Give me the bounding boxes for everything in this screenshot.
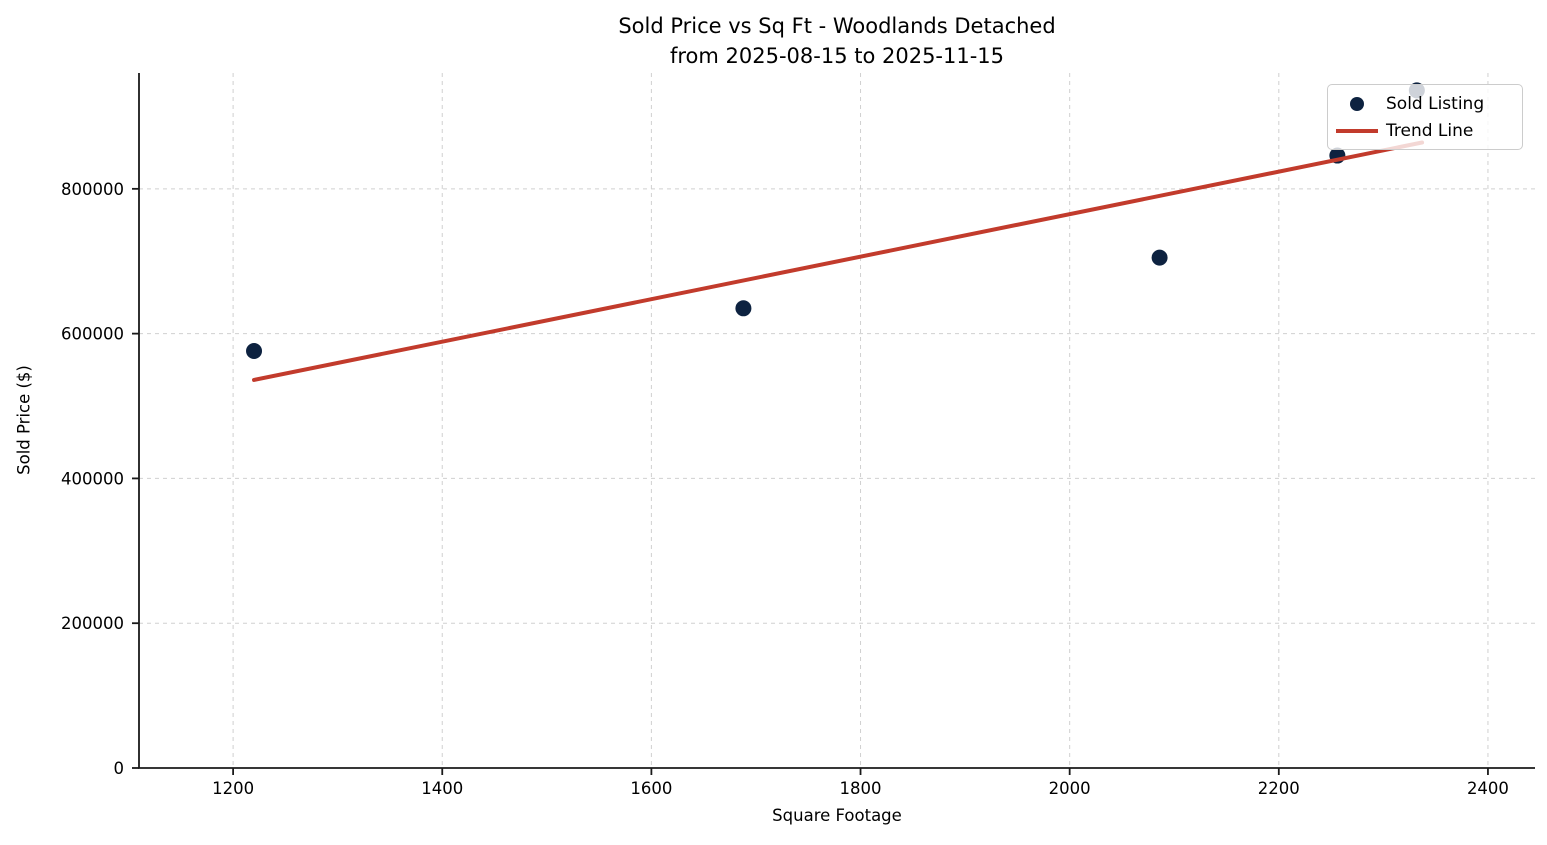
x-tick-label: 1200 bbox=[212, 779, 254, 798]
y-tick-label: 400000 bbox=[61, 469, 124, 488]
legend-item-trend-line: Trend Line bbox=[1328, 117, 1514, 144]
scatter-marker-icon bbox=[1350, 96, 1364, 111]
scatter-point bbox=[246, 343, 263, 359]
legend-marker-cell bbox=[1328, 96, 1386, 111]
trend-line-icon bbox=[1336, 128, 1378, 133]
chart-title-line1: Sold Price vs Sq Ft - Woodlands Detached bbox=[618, 14, 1056, 38]
x-tick-label: 1400 bbox=[421, 779, 463, 798]
trend-line bbox=[252, 140, 1425, 382]
x-tick-label: 2200 bbox=[1258, 779, 1300, 798]
legend-marker-cell bbox=[1328, 128, 1386, 133]
y-axis-label: Sold Price ($) bbox=[14, 365, 34, 475]
scatter-point bbox=[735, 300, 752, 317]
y-tick-label: 600000 bbox=[61, 325, 124, 344]
x-tick-label: 2000 bbox=[1049, 779, 1091, 798]
legend: Sold Listing Trend Line bbox=[1327, 84, 1523, 150]
legend-item-sold-listing: Sold Listing bbox=[1328, 90, 1514, 117]
x-axis-label: Square Footage bbox=[772, 806, 902, 825]
y-tick-label: 200000 bbox=[61, 614, 124, 633]
chart-title-line2: from 2025-08-15 to 2025-11-15 bbox=[669, 44, 1005, 68]
legend-label-sold-listing: Sold Listing bbox=[1386, 93, 1485, 114]
scatter-point bbox=[1151, 249, 1168, 266]
y-tick-label: 0 bbox=[114, 759, 125, 778]
x-tick-label: 1800 bbox=[840, 779, 882, 798]
legend-label-trend-line: Trend Line bbox=[1386, 120, 1474, 141]
y-tick-label: 800000 bbox=[61, 180, 124, 199]
chart-title: Sold Price vs Sq Ft - Woodlands Detached… bbox=[139, 11, 1535, 71]
x-tick-label: 1600 bbox=[630, 779, 672, 798]
x-tick-label: 2400 bbox=[1467, 779, 1509, 798]
